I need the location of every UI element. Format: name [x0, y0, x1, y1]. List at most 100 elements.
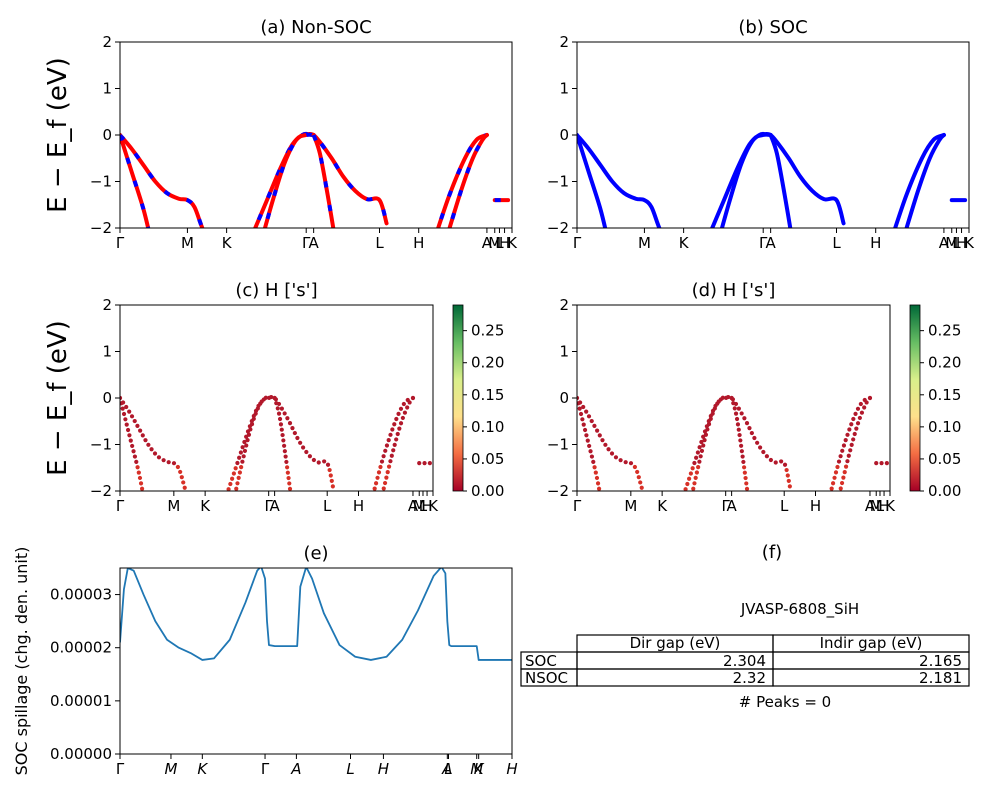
projection-point [592, 423, 597, 428]
x-tick-label: A [408, 497, 419, 515]
projection-point [845, 459, 850, 464]
x-tick-label: M [470, 760, 483, 778]
projection-point [221, 503, 225, 507]
axes-frame [119, 304, 434, 492]
projection-point [768, 457, 773, 463]
projection-point [577, 395, 580, 401]
x-tick-label: M [413, 497, 426, 515]
projection-point [736, 406, 741, 411]
projection-point [389, 453, 394, 458]
projection-point [134, 459, 139, 464]
y-tick-label: −2 [547, 219, 569, 237]
x-tick-label: A [766, 234, 777, 252]
projection-point [740, 454, 745, 459]
projection-point [874, 461, 879, 466]
projection-point [600, 503, 604, 507]
projection-point [392, 422, 397, 427]
band-line [893, 133, 946, 228]
projection-point [373, 481, 379, 486]
projection-point [283, 454, 288, 459]
projection-point [171, 461, 177, 466]
x-tick-label: L [832, 234, 841, 252]
projection-point [836, 497, 840, 501]
projection-point [643, 496, 647, 500]
x-tick-label: K [964, 234, 975, 252]
projection-point [744, 421, 750, 426]
projection-point [388, 459, 393, 464]
projection-point [787, 484, 792, 489]
projection-point [578, 411, 584, 417]
projection-point [376, 470, 382, 475]
y-tick-label: 0.00002 [50, 639, 112, 657]
projection-point [141, 492, 145, 496]
projection-point [840, 448, 845, 453]
projection-point [388, 432, 393, 437]
projection-point [884, 461, 889, 466]
projection-point [595, 481, 601, 486]
projection-point [156, 455, 162, 460]
x-tick-label: H [353, 497, 364, 515]
y-tick-label: 0.00000 [50, 745, 112, 763]
row-nsoc-indir: 2.181 [919, 669, 962, 687]
projection-point [603, 442, 608, 447]
projection-point [328, 473, 333, 478]
projection-point [139, 486, 145, 491]
projection-point [129, 414, 135, 419]
projection-point [581, 404, 586, 410]
projection-point [742, 465, 747, 470]
band-lines [577, 131, 968, 228]
projection-point [138, 481, 144, 486]
x-tick-label: M [624, 497, 637, 515]
projection-point [843, 464, 849, 469]
x-tick-label: L [495, 234, 504, 252]
projection-point [137, 475, 143, 481]
projection-point [235, 481, 240, 486]
band-line [577, 133, 662, 228]
projection-point [166, 460, 171, 465]
x-tick-label: Γ [759, 234, 768, 252]
projection-point [773, 460, 778, 465]
projection-point [597, 433, 602, 438]
projection-point [401, 401, 406, 407]
band-line [120, 133, 151, 228]
projection-point [233, 466, 238, 471]
panel-b-title: (b) SOC [738, 17, 807, 38]
projection-point [251, 416, 256, 421]
y-tick-label: 0.00001 [50, 692, 112, 710]
projection-point [417, 461, 422, 466]
projection-point [848, 448, 853, 453]
projection-point [747, 425, 752, 431]
projection-point [381, 486, 386, 491]
x-tick-label: Γ [573, 234, 582, 252]
projection-point [316, 460, 321, 465]
projection-point [405, 405, 410, 410]
x-tick-label: A [939, 234, 950, 252]
y-tick-label: −1 [90, 436, 112, 454]
x-tick-label: Γ [573, 497, 582, 515]
projection-point [311, 457, 316, 463]
x-tick-label: M [945, 234, 958, 252]
projection-point [394, 437, 399, 442]
colorbar-tick-label: 0.15 [471, 386, 504, 404]
projection-point [591, 459, 596, 464]
colorbar-tick-label: 0.20 [928, 354, 961, 372]
x-tick-label: H [506, 760, 517, 778]
projection-point [695, 450, 700, 455]
projection-point [600, 438, 605, 443]
projection-point [274, 401, 279, 406]
axes-frame [576, 304, 891, 492]
projection-point [246, 432, 252, 437]
projection-point [746, 497, 750, 501]
colorbar-tick-label: 0.25 [928, 322, 961, 340]
x-tick-label: M [164, 760, 177, 778]
x-tick-label: Γ [302, 234, 311, 252]
x-tick-label: H [870, 234, 881, 252]
projection-point [581, 422, 586, 427]
projection-point [287, 481, 292, 486]
x-tick-label: Γ [116, 234, 125, 252]
projection-point [849, 442, 854, 447]
projection-point [242, 439, 247, 445]
y-tick-label: −1 [547, 173, 569, 191]
